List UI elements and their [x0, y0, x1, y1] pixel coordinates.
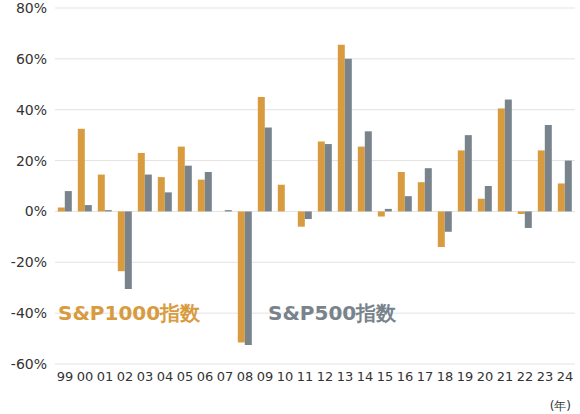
svg-text:23: 23 [537, 369, 554, 384]
svg-text:05: 05 [177, 369, 194, 384]
svg-text:0%: 0% [25, 203, 47, 219]
svg-text:09: 09 [257, 369, 274, 384]
svg-text:11: 11 [297, 369, 314, 384]
svg-text:12: 12 [317, 369, 334, 384]
svg-text:24: 24 [557, 369, 574, 384]
svg-text:04: 04 [157, 369, 174, 384]
svg-text:15: 15 [377, 369, 394, 384]
svg-text:60%: 60% [16, 51, 47, 67]
svg-text:99: 99 [57, 369, 74, 384]
svg-text:08: 08 [237, 369, 254, 384]
svg-text:06: 06 [197, 369, 214, 384]
svg-text:20%: 20% [16, 153, 47, 169]
svg-text:07: 07 [217, 369, 234, 384]
svg-text:22: 22 [517, 369, 534, 384]
svg-text:-20%: -20% [11, 254, 47, 270]
svg-text:18: 18 [437, 369, 454, 384]
svg-text:13: 13 [337, 369, 354, 384]
svg-text:40%: 40% [16, 102, 47, 118]
html-text:S&P1000指数: S&P1000指数 [58, 301, 201, 325]
svg-text:17: 17 [417, 369, 434, 384]
svg-text:14: 14 [357, 369, 374, 384]
svg-text:10: 10 [277, 369, 294, 384]
svg-text:80%: 80% [16, 0, 47, 16]
html-text:S&P500指数: S&P500指数 [268, 301, 397, 325]
svg-text:00: 00 [77, 369, 94, 384]
svg-text:(年): (年) [550, 399, 571, 413]
svg-text:01: 01 [97, 369, 114, 384]
svg-text:20: 20 [477, 369, 494, 384]
svg-text:16: 16 [397, 369, 414, 384]
svg-text:-60%: -60% [11, 356, 47, 372]
svg-text:21: 21 [497, 369, 514, 384]
svg-text:19: 19 [457, 369, 474, 384]
svg-text:03: 03 [137, 369, 154, 384]
svg-text:02: 02 [117, 369, 134, 384]
svg-text:-40%: -40% [11, 305, 47, 321]
